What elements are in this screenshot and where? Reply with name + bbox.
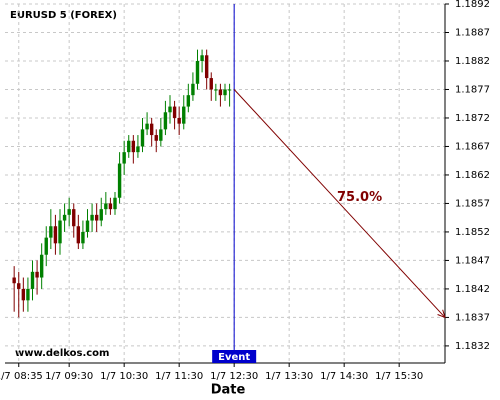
- y-tick-label: 1.1862: [455, 170, 490, 181]
- candle-body: [127, 140, 131, 153]
- candle-body: [168, 106, 172, 113]
- candle-body: [214, 89, 218, 91]
- candle-body: [182, 106, 186, 124]
- candle-body: [49, 226, 53, 238]
- candle-body: [104, 203, 108, 210]
- projection-arrowhead: [437, 309, 446, 319]
- candle-body: [149, 123, 154, 136]
- projection-line: [233, 89, 446, 318]
- x-tick-label: 1/7 11:30: [155, 371, 203, 382]
- x-axis-label: Date: [211, 383, 246, 398]
- candle-body: [223, 89, 227, 96]
- x-tick-label: 1/7 08:35: [0, 371, 43, 382]
- y-tick-label: 1.1852: [455, 227, 490, 238]
- candle-body: [85, 220, 90, 232]
- x-tick-label: 1/7 12:30: [210, 371, 258, 382]
- candle-body: [177, 117, 181, 124]
- y-tick-label: 1.1872: [455, 113, 490, 124]
- candle-body: [218, 89, 223, 96]
- candle-body: [172, 106, 177, 118]
- candle-body: [44, 237, 48, 255]
- candle-body: [62, 214, 67, 221]
- x-tick-label: 1/7 10:30: [100, 371, 148, 382]
- candle-body: [140, 129, 145, 147]
- candle-body: [145, 123, 149, 130]
- candle-body: [76, 226, 81, 244]
- candle-body: [21, 288, 26, 301]
- x-tick-label: 1/7 13:30: [265, 371, 313, 382]
- candle-body: [131, 140, 136, 153]
- candle-body: [186, 95, 191, 107]
- candle-body: [26, 288, 30, 301]
- y-tick-label: 1.1832: [455, 341, 490, 352]
- candle-body: [53, 226, 58, 244]
- candle-body: [108, 203, 113, 210]
- y-tick-label: 1.1857: [455, 198, 490, 209]
- candle-body: [159, 129, 163, 141]
- x-tick-label: 1/7 14:30: [320, 371, 368, 382]
- watermark: www.delkos.com: [15, 348, 109, 359]
- projection-label: 75.0%: [337, 190, 382, 205]
- candle-body: [195, 60, 200, 84]
- candle-body: [204, 55, 209, 79]
- candle-body: [17, 283, 21, 289]
- candle-body: [99, 209, 103, 221]
- y-tick-label: 1.1882: [455, 56, 490, 67]
- y-tick-label: 1.1867: [455, 141, 490, 152]
- x-tick-label: 1/7 09:30: [45, 371, 93, 382]
- candle-body: [35, 271, 39, 278]
- candle-body: [30, 271, 35, 289]
- y-tick-label: 1.1887: [455, 27, 490, 38]
- event-label: Event: [218, 352, 250, 363]
- candle-body: [113, 197, 117, 210]
- candle-body: [90, 214, 94, 221]
- y-tick-label: 1.1892: [455, 0, 490, 10]
- candle-body: [154, 135, 158, 141]
- y-tick-label: 1.1877: [455, 84, 490, 95]
- event-box: [212, 350, 257, 363]
- candle-body: [122, 152, 126, 164]
- candle-body: [117, 163, 122, 198]
- y-tick-label: 1.1847: [455, 255, 490, 266]
- candle-body: [136, 146, 140, 153]
- candle-body: [94, 214, 99, 221]
- candle-body: [39, 254, 44, 278]
- candle-body: [81, 231, 85, 244]
- candle-body: [12, 277, 16, 284]
- candle-body: [58, 220, 62, 244]
- y-tick-label: 1.1837: [455, 312, 490, 323]
- x-tick-label: 1/7 15:30: [375, 371, 423, 382]
- candle-body: [72, 209, 76, 227]
- candle-body: [191, 83, 195, 96]
- candle-body: [227, 89, 232, 91]
- candle-body: [67, 209, 71, 215]
- chart-title: EURUSD 5 (FOREX): [10, 10, 117, 21]
- y-tick-label: 1.1842: [455, 284, 490, 295]
- candle-body: [163, 112, 168, 130]
- candle-body: [209, 78, 213, 90]
- candle-body: [200, 55, 204, 61]
